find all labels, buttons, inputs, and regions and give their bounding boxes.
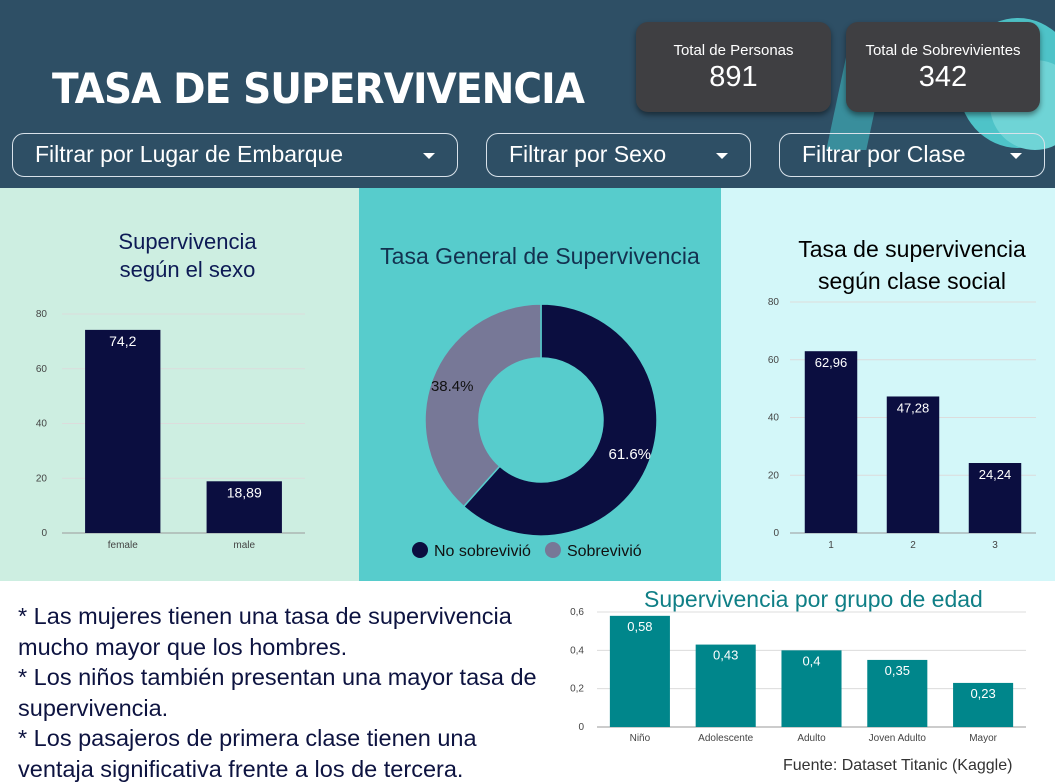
x-tick-label: Joven Adulto	[869, 733, 927, 744]
note-item: * Los niños también presentan una mayor …	[18, 664, 537, 721]
chart-general: 61.6% 38.4% No sobrevivió Sobrevivió	[412, 303, 658, 560]
bar	[867, 659, 928, 727]
filter-label: Filtrar por Sexo	[509, 141, 667, 167]
filter-label: Filtrar por Clase	[802, 141, 966, 167]
pie-slice	[462, 303, 658, 537]
note-item: * Los pasajeros de primera clase tienen …	[18, 725, 477, 782]
data-label: 47,28	[897, 400, 930, 415]
x-tick-label: female	[108, 540, 138, 551]
page-title: TASA DE SUPERVIVENCIA	[52, 64, 585, 113]
notes-text: * Las mujeres tienen una tasa de supervi…	[18, 601, 553, 784]
y-tick-label: 0	[578, 722, 584, 733]
bar	[781, 650, 842, 727]
bar	[206, 481, 282, 533]
y-tick-label: 0,6	[570, 607, 584, 618]
chart-title-line: según el sexo	[119, 257, 256, 282]
data-label: 0,43	[713, 648, 738, 663]
filter-embarque-dropdown[interactable]: Filtrar por Lugar de Embarque	[12, 133, 458, 177]
bar	[804, 351, 858, 533]
chart-title-clase: Tasa de supervivencia según clase social	[721, 233, 1055, 297]
caret-down-icon	[716, 153, 728, 159]
bar	[85, 329, 161, 533]
data-label: 62,96	[815, 355, 848, 370]
legend-swatch	[412, 542, 428, 558]
filter-clase-dropdown[interactable]: Filtrar por Clase	[779, 133, 1045, 177]
filter-sexo-dropdown[interactable]: Filtrar por Sexo	[486, 133, 751, 177]
x-tick-label: 3	[992, 540, 998, 551]
data-label: 0,35	[885, 663, 910, 678]
chart-sexo: 0 20 40 60 80 74,2 female 18,89 male	[36, 309, 305, 551]
chart-title-sexo: Supervivencia según el sexo	[0, 228, 375, 284]
data-label: 0,4	[802, 653, 820, 668]
x-tick-label: 1	[828, 540, 834, 551]
kpi-card-total-sobrevivientes: Total de Sobrevivientes 342	[846, 22, 1040, 112]
x-tick-label: male	[233, 540, 255, 551]
y-tick-label: 80	[768, 297, 780, 308]
y-tick-label: 0,4	[570, 645, 584, 656]
chart-title-general: Tasa General de Supervivencia	[380, 243, 700, 269]
y-tick-label: 60	[768, 355, 780, 366]
y-tick-label: 40	[768, 413, 780, 424]
x-tick-label: 2	[910, 540, 916, 551]
y-tick-label: 40	[36, 419, 48, 430]
source-caption: Fuente: Dataset Titanic (Kaggle)	[783, 757, 1013, 774]
chart-title-line: Tasa de supervivencia	[798, 236, 1026, 262]
bar	[953, 682, 1014, 727]
x-tick-label: Adolescente	[698, 733, 753, 744]
bar	[609, 615, 670, 727]
panel-clase: Tasa de supervivencia según clase social…	[721, 188, 1055, 581]
y-tick-label: 60	[36, 364, 48, 375]
caret-down-icon	[1010, 153, 1022, 159]
x-tick-label: Mayor	[969, 733, 997, 744]
y-tick-label: 0	[773, 528, 779, 539]
panel-edad: Supervivencia por grupo de edad 0 0,2 0,4 0…	[555, 581, 1055, 759]
bar	[886, 396, 940, 533]
y-tick-label: 20	[768, 470, 780, 481]
filter-label: Filtrar por Lugar de Embarque	[35, 141, 344, 167]
data-label: 0,58	[627, 619, 652, 634]
kpi-label: Total de Sobrevivientes	[865, 42, 1021, 59]
caret-down-icon	[423, 153, 435, 159]
panel-general: Tasa General de Supervivencia 61.6% 38.4%…	[359, 188, 721, 581]
y-tick-label: 20	[36, 473, 48, 484]
chart-clase: 0 20 40 60 80 62,96 1 47,28 2 24,24 3	[768, 297, 1036, 551]
y-tick-label: 0	[41, 528, 47, 539]
legend-swatch	[544, 542, 561, 558]
legend-label: No sobrevivió	[434, 543, 531, 560]
y-tick-label: 80	[36, 309, 48, 320]
data-label: 18,89	[227, 484, 262, 500]
kpi-label: Total de Personas	[673, 42, 794, 59]
bar	[968, 463, 1022, 533]
chart-title-edad: Supervivencia por grupo de edad	[644, 586, 983, 612]
chart-title-line: Supervivencia	[118, 229, 257, 254]
header-banner: TASA DE SUPERVIVENCIA Total de Personas …	[0, 0, 1055, 188]
data-label: 74,2	[109, 333, 136, 349]
kpi-value: 342	[918, 61, 968, 93]
x-tick-label: Adulto	[797, 733, 826, 744]
chart-edad: 0 0,2 0,4 0,6 0,58 Niño 0,43 Adolescente 0,4 Adul…	[570, 607, 1026, 744]
kpi-value: 891	[709, 61, 758, 93]
note-item: * Las mujeres tienen una tasa de supervi…	[18, 603, 512, 660]
slice-label: 38.4%	[431, 378, 474, 395]
chart-title-line: según clase social	[818, 268, 1006, 294]
panel-sexo: Supervivencia según el sexo 0 20 40 60 80 74,…	[0, 188, 359, 581]
legend-label: Sobrevivió	[567, 543, 642, 560]
data-label: 24,24	[979, 467, 1012, 482]
x-tick-label: Niño	[630, 733, 651, 744]
y-tick-label: 0,2	[570, 684, 584, 695]
bar	[695, 644, 756, 727]
slice-label: 61.6%	[608, 446, 651, 463]
kpi-card-total-personas: Total de Personas 891	[636, 22, 831, 112]
data-label: 0,23	[970, 686, 995, 701]
pie-slice	[424, 303, 542, 508]
